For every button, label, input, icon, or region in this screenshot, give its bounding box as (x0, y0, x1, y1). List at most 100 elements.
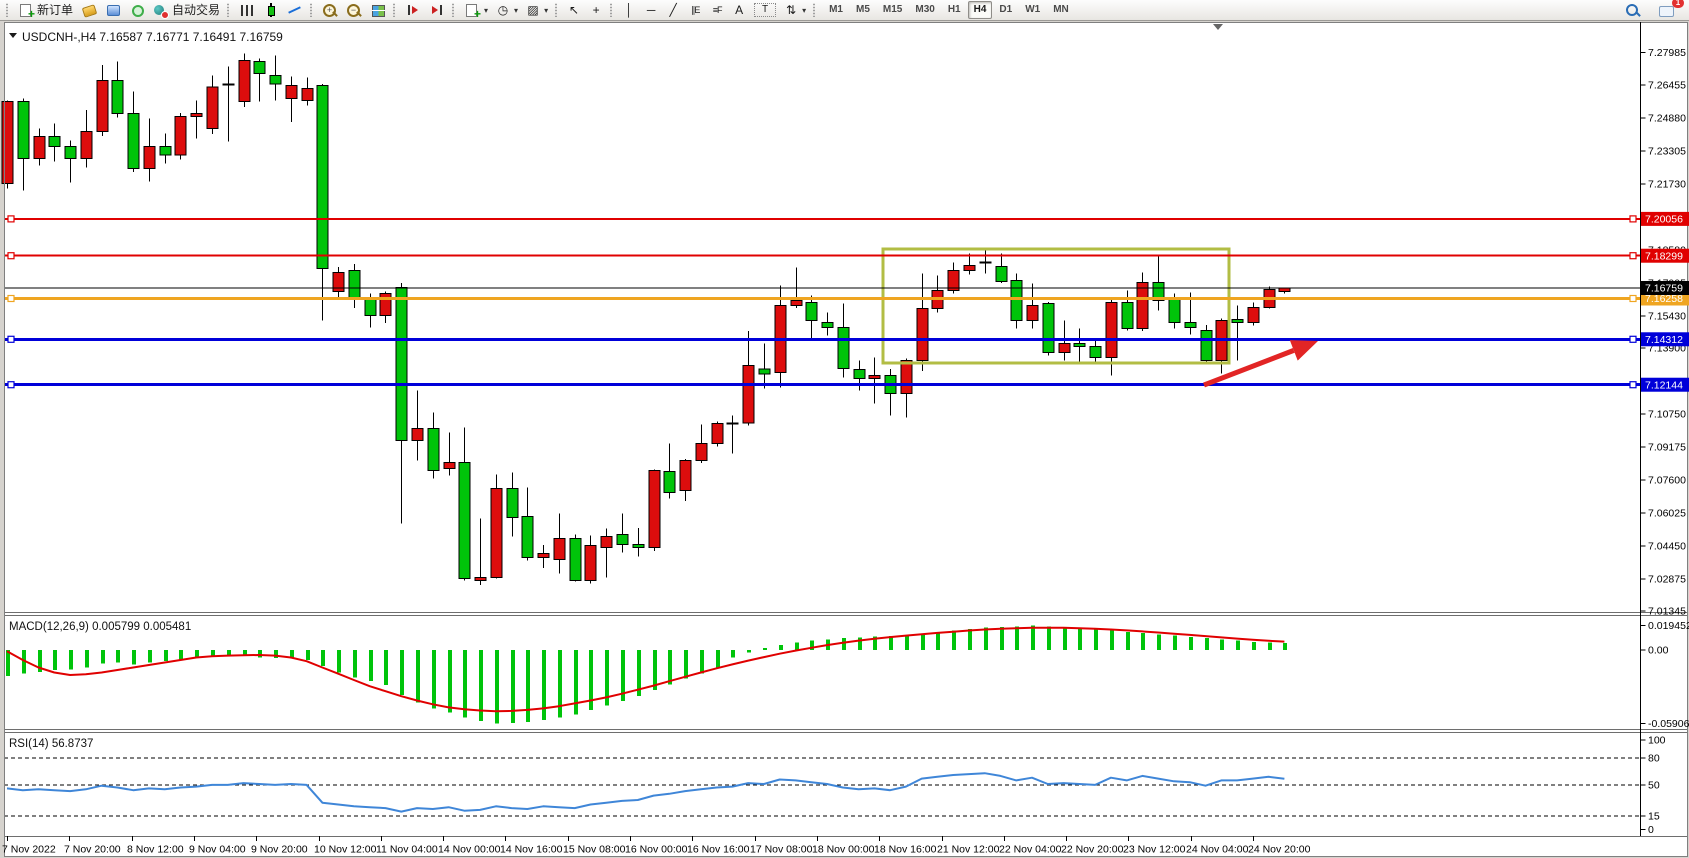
tile-windows-button[interactable] (366, 0, 390, 21)
toolbar-grip[interactable] (554, 3, 560, 17)
blue-support-line-2[interactable] (4, 381, 1640, 389)
candle (963, 253, 976, 275)
notifications-button[interactable]: 1 (1654, 0, 1684, 21)
macd-bar (668, 650, 672, 685)
time-label: 7 Nov 20:00 (64, 844, 121, 856)
arrows-button[interactable]: ⇅ ▾ (780, 0, 810, 21)
timeframe-h1-button[interactable]: H1 (947, 4, 961, 15)
new-order-button[interactable]: 新订单 (14, 0, 77, 22)
zoom-out-button[interactable] (342, 0, 366, 21)
line-handle[interactable] (1629, 252, 1637, 260)
timeframe-m15-button[interactable]: M15 (882, 4, 903, 15)
toolbar-grip[interactable] (609, 3, 615, 17)
line-handle[interactable] (7, 215, 15, 223)
price-line-label (1641, 291, 1689, 306)
macd-bar (1063, 626, 1067, 650)
zoom-in-icon (322, 3, 338, 18)
alerts-button[interactable] (125, 0, 149, 21)
line-handle[interactable] (1629, 215, 1637, 223)
price-line-label (1641, 248, 1689, 263)
bars-icon (239, 3, 255, 18)
periods-button[interactable]: ◷ ▾ (492, 0, 522, 21)
trend-arrow[interactable] (1203, 340, 1318, 388)
crosshair-button[interactable]: + (585, 0, 607, 21)
vline-button[interactable]: │ (618, 0, 640, 21)
candle-body (1136, 282, 1149, 330)
chart-profile-button[interactable] (77, 0, 101, 21)
zoom-in-button[interactable] (318, 0, 342, 21)
candle-body (1073, 343, 1086, 347)
timeframe-m5-button[interactable]: M5 (856, 4, 870, 15)
templates-button[interactable]: ▨ ▾ (522, 0, 552, 21)
orange-support-line[interactable] (4, 294, 1640, 303)
line-handle[interactable] (7, 294, 15, 303)
line-handle[interactable] (1629, 294, 1637, 303)
zoom-out-icon (346, 3, 362, 18)
line-handle[interactable] (1629, 335, 1637, 343)
candle-body (395, 287, 408, 442)
timeframe-m1-button[interactable]: M1 (829, 4, 843, 15)
timeframe-m30-button[interactable]: M30 (915, 4, 935, 15)
chart-menu-triangle-icon[interactable] (9, 33, 17, 38)
bar-chart-button[interactable] (235, 0, 259, 21)
profiles-button[interactable] (101, 0, 125, 21)
timeframe-mn-button[interactable]: MN (1053, 4, 1069, 15)
auto-scroll-button[interactable] (401, 0, 425, 21)
candle (64, 140, 77, 183)
autotrade-button[interactable]: 自动交易 (149, 0, 224, 21)
cursor-button[interactable]: ↖ (563, 0, 585, 21)
equidistant-channel-button[interactable]: ∥E (684, 0, 706, 21)
time-label: 23 Nov 12:00 (1123, 844, 1186, 856)
candle (506, 472, 519, 537)
candle (17, 98, 30, 191)
fibonacci-button[interactable]: ≡F (706, 0, 728, 21)
toolbar-grip[interactable] (812, 3, 818, 17)
indicators-button[interactable]: ▾ (460, 0, 492, 22)
axis-tick-label: 7.23305 (1648, 145, 1686, 157)
text-button[interactable]: A (728, 0, 750, 21)
candle (159, 133, 172, 164)
text-label-button[interactable]: T (750, 0, 780, 21)
candle-body (96, 80, 109, 133)
macd-bar (1015, 626, 1019, 650)
macd-axis-label: -0.059068 (1648, 718, 1689, 730)
line-handle[interactable] (7, 381, 15, 389)
axis-tick-label: 7.26455 (1648, 79, 1686, 91)
trendline-button[interactable]: ╱ (662, 0, 684, 21)
chart-canvas[interactable]: 7.279857.264557.248807.233057.217307.185… (0, 21, 1689, 858)
arrow-shaft[interactable] (1203, 348, 1295, 388)
toolbar-grip[interactable] (5, 3, 10, 17)
resistance-line-1[interactable] (4, 215, 1640, 223)
hline-button[interactable]: ─ (640, 0, 662, 21)
macd-bar (1268, 642, 1272, 650)
toolbar-grip[interactable] (451, 3, 457, 17)
chart-shift-button[interactable] (425, 0, 449, 21)
search-button[interactable] (1620, 0, 1646, 21)
toolbar-grip[interactable] (226, 3, 232, 17)
line-handle[interactable] (7, 252, 15, 260)
timeframe-w1-button[interactable]: W1 (1025, 4, 1041, 15)
line-handle[interactable] (1629, 381, 1637, 389)
chart-shift-marker[interactable] (1213, 24, 1223, 30)
line-handle[interactable] (7, 335, 15, 343)
line-chart-button[interactable] (283, 0, 307, 21)
timeframe-h4-button[interactable]: H4 (967, 1, 993, 19)
toolbar-grip[interactable] (309, 3, 315, 17)
toolbar: 新订单 自动交易 ▾◷▾▨▾ ↖+ │─╱∥E≡FAT⇅▾ M1 M5 M15 M30 H1 H4 D… (0, 0, 1689, 22)
blue-support-line-1[interactable] (4, 335, 1640, 343)
candlestick-button[interactable] (259, 0, 283, 21)
candle (253, 58, 266, 102)
time-label: 9 Nov 20:00 (251, 844, 308, 856)
candle-body (490, 488, 503, 579)
candle-body (1200, 330, 1213, 361)
time-label: 18 Nov 00:00 (812, 844, 875, 856)
consolidation-box[interactable] (881, 247, 1231, 365)
time-axis[interactable]: 7 Nov 2022 7 Nov 20:00 8 Nov 12:00 9 Nov 04… (2, 836, 1311, 856)
timeframe-d1-button[interactable]: D1 (999, 4, 1013, 15)
macd-bar (463, 650, 467, 718)
toolbar-grip[interactable] (392, 3, 398, 17)
resistance-line-2[interactable] (4, 252, 1640, 260)
candle (285, 76, 298, 122)
candle-body (159, 146, 172, 156)
price-axis[interactable]: 7.279857.264557.248807.233057.217307.185… (1640, 47, 1689, 836)
